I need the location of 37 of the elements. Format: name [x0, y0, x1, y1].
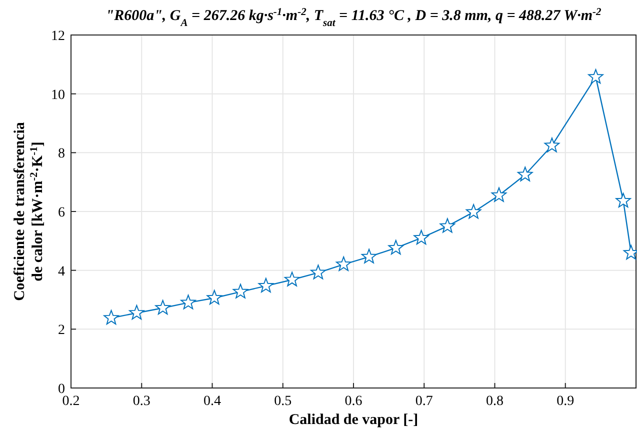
point	[129, 304, 144, 320]
point	[588, 69, 604, 84]
chart-title: "R600a", G$_{A}$ = 267.26 kg·s$^{-1}$·m$^{-2}$, T$_{sat}$ = 11.63 °C , D = 3.8 mm, q = 488.27 W·m$^{-2}$	[106, 6, 602, 28]
point	[232, 284, 248, 298]
y-tick-label: 4	[58, 264, 65, 280]
x-axis-title: Calidad de vapor [-]	[288, 412, 418, 428]
x-tick-label: 0.2	[62, 394, 80, 409]
y-tick-label: 10	[51, 88, 65, 103]
point	[336, 256, 352, 272]
point	[517, 166, 533, 182]
point	[616, 192, 631, 208]
point	[440, 218, 456, 233]
x-tick-label: 0.8	[486, 394, 504, 409]
y-tick-label: 12	[51, 29, 65, 44]
x-tick-label: 0.9	[556, 394, 574, 409]
point	[284, 272, 300, 286]
point	[544, 138, 560, 152]
point	[491, 187, 507, 202]
y-tick-label: 6	[58, 206, 65, 220]
point	[310, 264, 326, 280]
y-tick-label: 8	[58, 146, 65, 162]
x-tick-label: 0.6	[344, 394, 362, 409]
y-tick-label: 0	[58, 382, 65, 397]
x-tick-label: 0.4	[204, 394, 221, 409]
point	[206, 290, 222, 305]
point	[155, 300, 170, 315]
point	[180, 294, 196, 310]
x-tick-label: 0.5	[274, 394, 292, 409]
x-tick-label: 0.3	[132, 394, 150, 409]
point	[388, 240, 404, 255]
x-tick-label: 0.7	[415, 394, 433, 409]
point	[466, 204, 482, 219]
point	[414, 230, 429, 245]
point	[104, 310, 119, 325]
point	[258, 278, 274, 292]
point	[361, 248, 377, 264]
y-tick-label: 2	[58, 323, 65, 338]
